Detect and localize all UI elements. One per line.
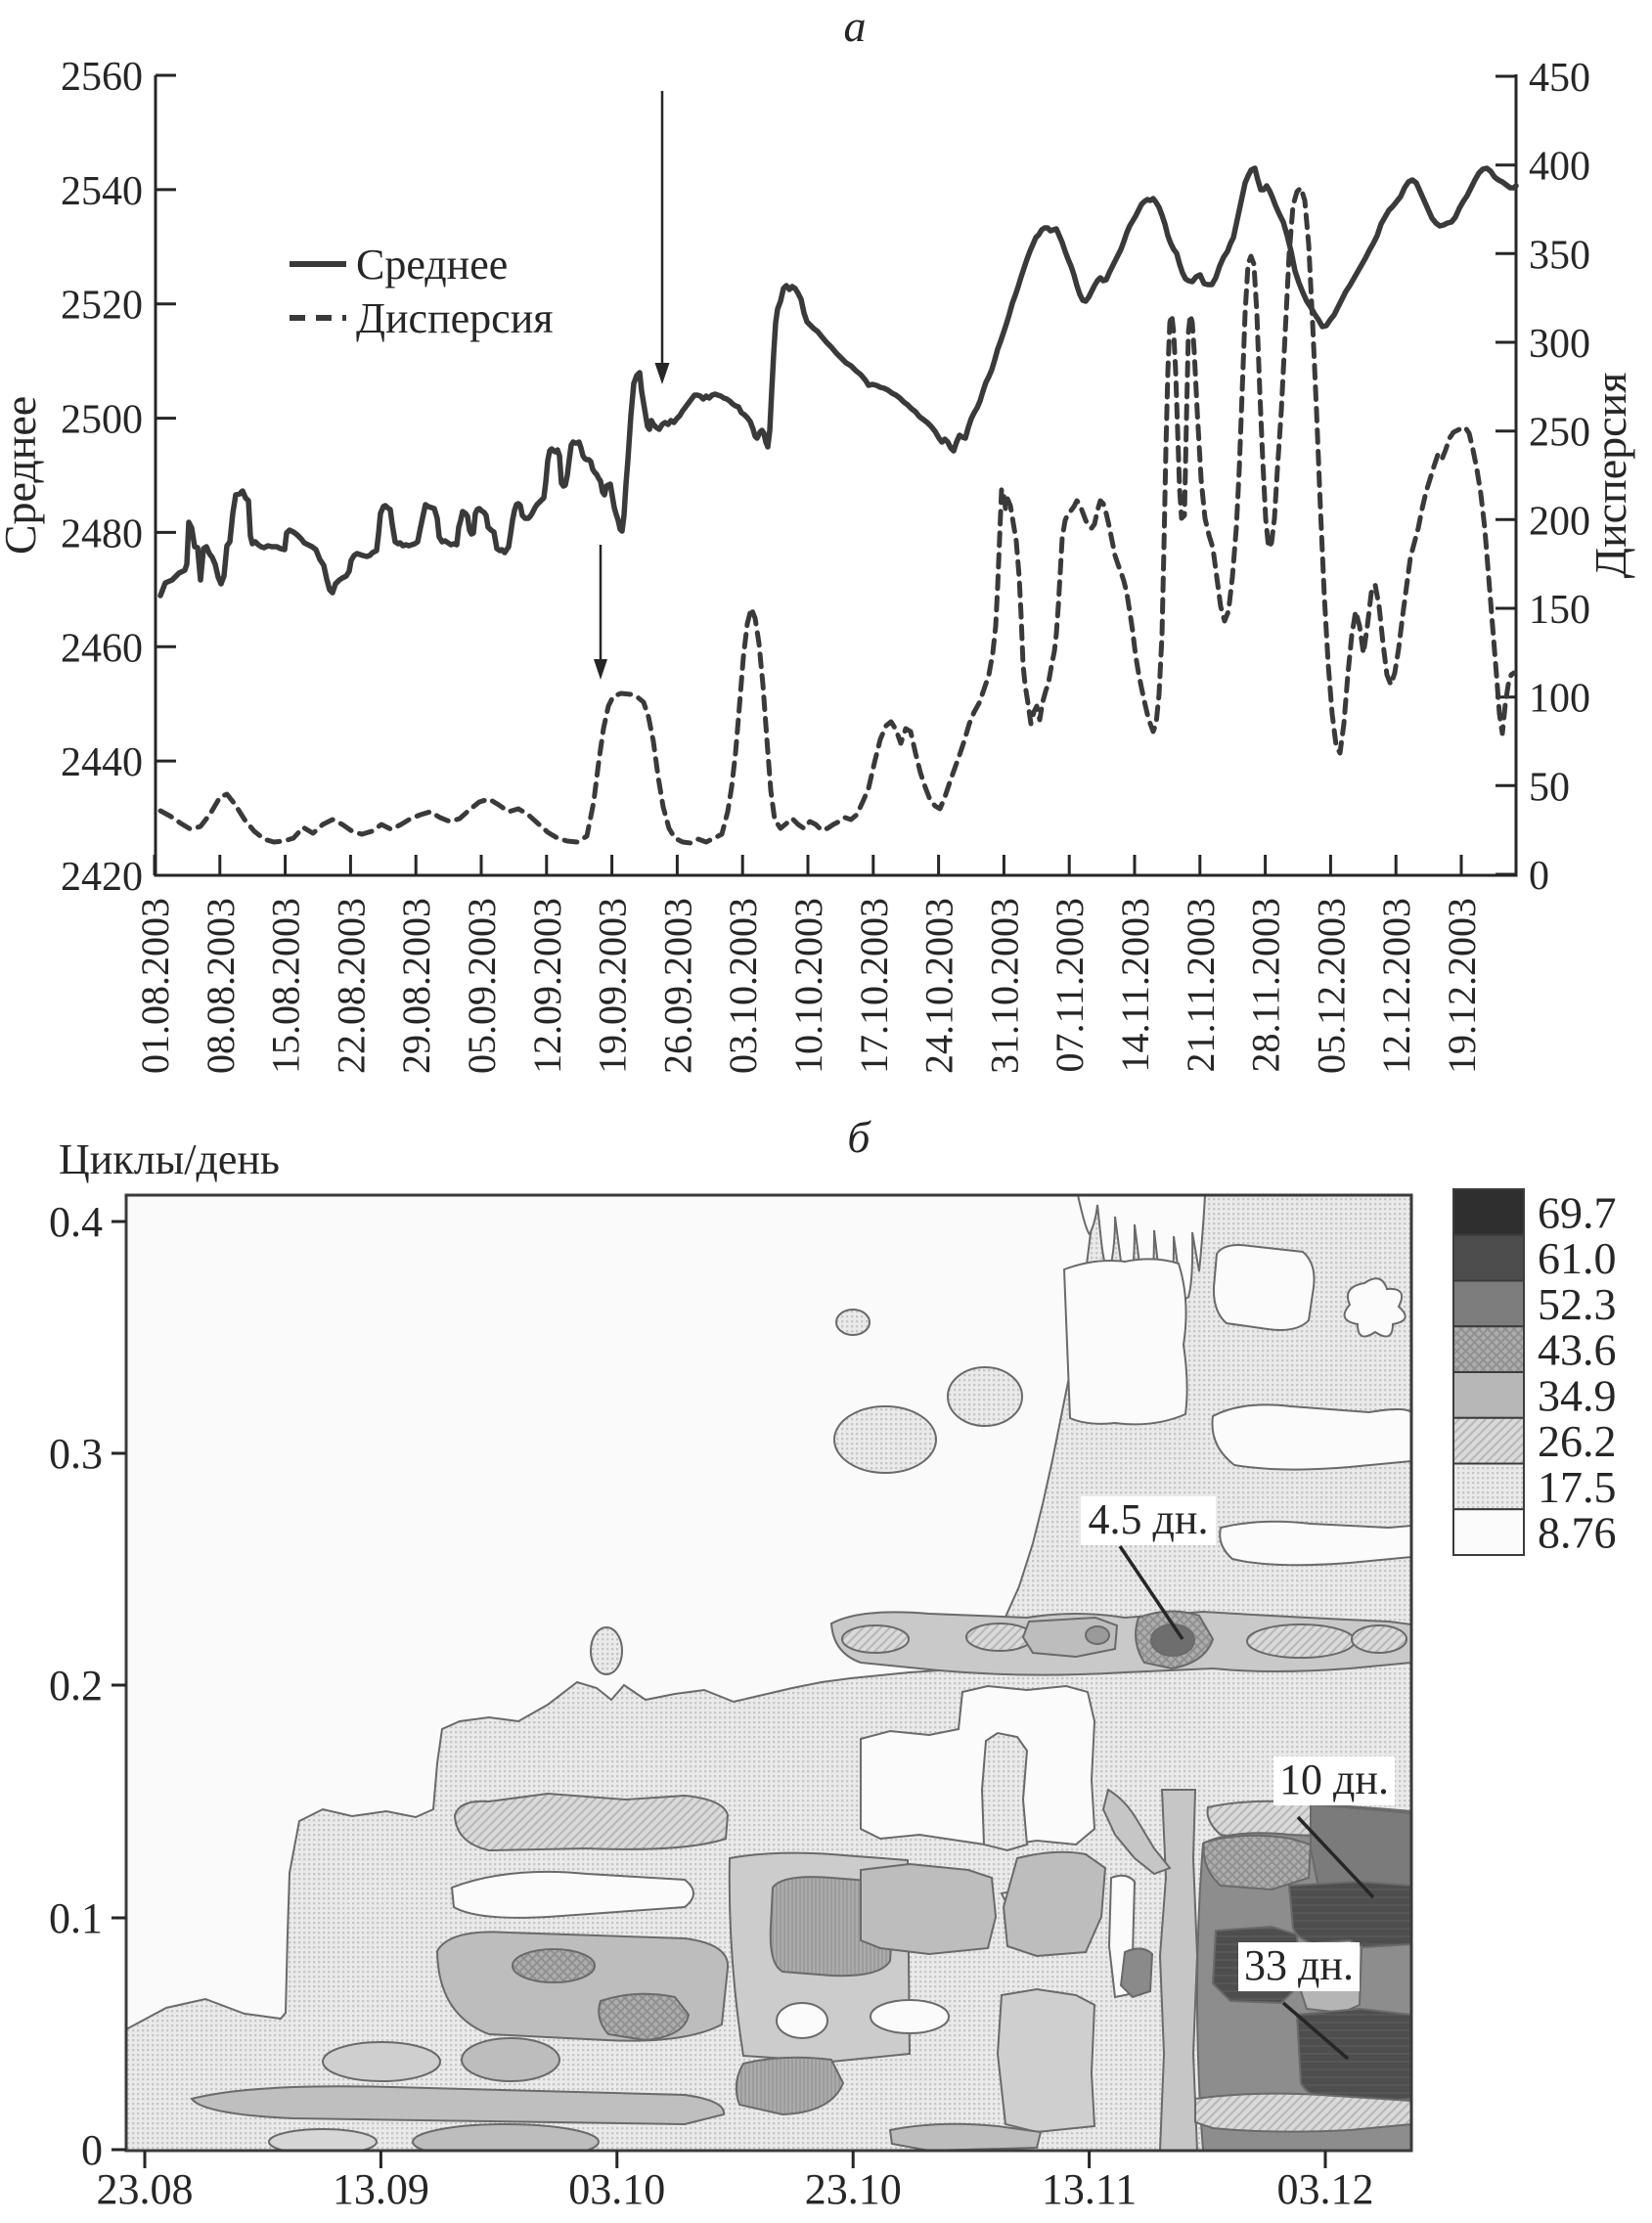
svg-text:0: 0 [1529, 854, 1549, 899]
svg-text:52.3: 52.3 [1538, 1279, 1617, 1329]
svg-text:0.2: 0.2 [49, 1662, 103, 1710]
svg-text:23.10: 23.10 [805, 2165, 902, 2213]
svg-text:26.09.2003: 26.09.2003 [655, 898, 699, 1074]
svg-text:05.12.2003: 05.12.2003 [1309, 898, 1353, 1074]
svg-text:Циклы/день: Циклы/день [59, 1135, 280, 1183]
svg-text:17.5: 17.5 [1538, 1462, 1617, 1512]
svg-text:03.12: 03.12 [1277, 2165, 1374, 2213]
svg-text:б: б [847, 1112, 871, 1162]
svg-text:350: 350 [1529, 233, 1590, 278]
svg-text:0.1: 0.1 [49, 1894, 103, 1942]
svg-text:19.12.2003: 19.12.2003 [1440, 898, 1484, 1074]
svg-text:150: 150 [1529, 588, 1590, 633]
svg-text:43.6: 43.6 [1538, 1325, 1617, 1375]
svg-text:450: 450 [1529, 56, 1590, 101]
svg-text:2520: 2520 [61, 284, 143, 329]
svg-text:34.9: 34.9 [1538, 1370, 1617, 1420]
svg-text:4.5 дн.: 4.5 дн. [1089, 1495, 1209, 1543]
svg-text:29.08.2003: 29.08.2003 [394, 898, 438, 1074]
svg-text:03.10.2003: 03.10.2003 [721, 898, 765, 1074]
svg-text:0.3: 0.3 [49, 1430, 103, 1478]
svg-text:50: 50 [1529, 765, 1570, 810]
svg-text:26.2: 26.2 [1538, 1416, 1617, 1466]
svg-text:100: 100 [1529, 677, 1590, 722]
svg-text:300: 300 [1529, 322, 1590, 367]
svg-text:0.4: 0.4 [49, 1198, 103, 1246]
svg-text:28.11.2003: 28.11.2003 [1244, 898, 1288, 1073]
svg-text:05.09.2003: 05.09.2003 [460, 898, 504, 1074]
svg-text:12.12.2003: 12.12.2003 [1374, 898, 1418, 1074]
svg-text:22.08.2003: 22.08.2003 [329, 898, 373, 1074]
svg-text:10.10.2003: 10.10.2003 [786, 898, 830, 1074]
svg-text:10 дн.: 10 дн. [1279, 1756, 1389, 1803]
svg-text:Дисперсия: Дисперсия [356, 294, 553, 342]
svg-text:400: 400 [1529, 145, 1590, 190]
svg-text:17.10.2003: 17.10.2003 [852, 898, 896, 1074]
svg-text:Среднее: Среднее [356, 241, 508, 289]
svg-text:2560: 2560 [61, 55, 143, 100]
svg-text:Дисперсия: Дисперсия [1585, 373, 1635, 579]
svg-text:31.10.2003: 31.10.2003 [982, 898, 1026, 1074]
svg-text:а: а [844, 1, 867, 51]
svg-text:14.11.2003: 14.11.2003 [1113, 898, 1157, 1073]
svg-text:08.08.2003: 08.08.2003 [199, 898, 243, 1074]
svg-text:2420: 2420 [61, 855, 143, 900]
svg-text:250: 250 [1529, 411, 1590, 456]
svg-text:15.08.2003: 15.08.2003 [264, 898, 308, 1074]
svg-text:23.08: 23.08 [97, 2165, 194, 2213]
svg-text:01.08.2003: 01.08.2003 [133, 898, 177, 1074]
svg-text:61.0: 61.0 [1538, 1233, 1617, 1283]
svg-text:Среднее: Среднее [0, 396, 45, 555]
svg-text:69.7: 69.7 [1538, 1187, 1617, 1237]
svg-text:2460: 2460 [61, 626, 143, 671]
svg-text:07.11.2003: 07.11.2003 [1048, 898, 1092, 1073]
svg-text:200: 200 [1529, 499, 1590, 544]
svg-text:13.09: 13.09 [333, 2165, 429, 2213]
svg-text:8.76: 8.76 [1538, 1508, 1617, 1558]
svg-text:33 дн.: 33 дн. [1244, 1941, 1354, 1989]
svg-text:2500: 2500 [61, 398, 143, 443]
svg-text:12.09.2003: 12.09.2003 [525, 898, 569, 1074]
svg-text:2480: 2480 [61, 511, 143, 556]
svg-text:21.11.2003: 21.11.2003 [1179, 898, 1223, 1073]
svg-text:24.10.2003: 24.10.2003 [917, 898, 961, 1074]
svg-text:2440: 2440 [61, 740, 143, 785]
svg-text:13.11: 13.11 [1042, 2165, 1137, 2213]
svg-text:19.09.2003: 19.09.2003 [591, 898, 635, 1074]
svg-text:0: 0 [81, 2126, 103, 2174]
svg-text:03.10: 03.10 [568, 2165, 665, 2213]
svg-text:2540: 2540 [61, 169, 143, 214]
